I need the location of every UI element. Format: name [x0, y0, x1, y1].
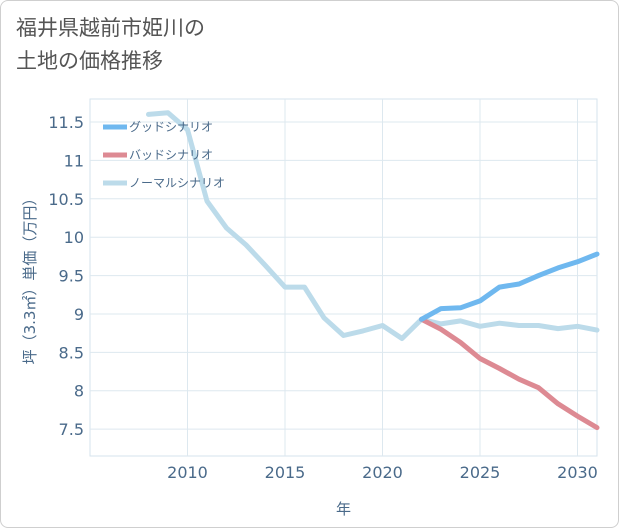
- legend-label: バッドシナリオ: [129, 148, 213, 162]
- y-tick-label: 11: [64, 151, 84, 170]
- y-axis-ticks: 7.5 8 8.5 9 9.5 10 10.5 11 11.5: [48, 113, 84, 439]
- y-tick-label: 10: [64, 228, 84, 247]
- y-tick-label: 9: [74, 305, 84, 324]
- legend-label: グッドシナリオ: [129, 120, 213, 134]
- y-tick-label: 8: [74, 382, 84, 401]
- x-tick-label: 2020: [362, 463, 403, 482]
- y-tick-label: 11.5: [48, 113, 84, 132]
- chart-title-line-1: 福井県越前市姫川の: [16, 16, 205, 40]
- series-line: [419, 316, 600, 431]
- y-tick-label: 7.5: [59, 420, 84, 439]
- gridlines: [90, 99, 597, 456]
- x-tick-label: 2030: [557, 463, 598, 482]
- series-line: [146, 110, 600, 341]
- plot-background: [89, 98, 598, 457]
- x-tick-label: 2025: [460, 463, 501, 482]
- series-lines: [146, 110, 600, 431]
- x-axis-label: 年: [336, 500, 351, 518]
- x-axis-ticks: 2010 2015 2020 2025 2030: [167, 463, 598, 482]
- y-axis-label: 坪（3.3㎡）単価（万円）: [21, 191, 39, 365]
- series-line: [419, 251, 600, 322]
- plot-area: [89, 98, 598, 457]
- chart-title-line-2: 土地の価格推移: [16, 49, 163, 73]
- y-tick-label: 8.5: [59, 343, 84, 362]
- x-tick-label: 2015: [265, 463, 306, 482]
- x-tick-label: 2010: [167, 463, 208, 482]
- y-tick-label: 9.5: [59, 267, 84, 286]
- y-tick-label: 10.5: [48, 190, 84, 209]
- chart-title: 福井県越前市姫川の 土地の価格推移: [16, 12, 205, 78]
- legend-label: ノーマルシナリオ: [129, 176, 225, 190]
